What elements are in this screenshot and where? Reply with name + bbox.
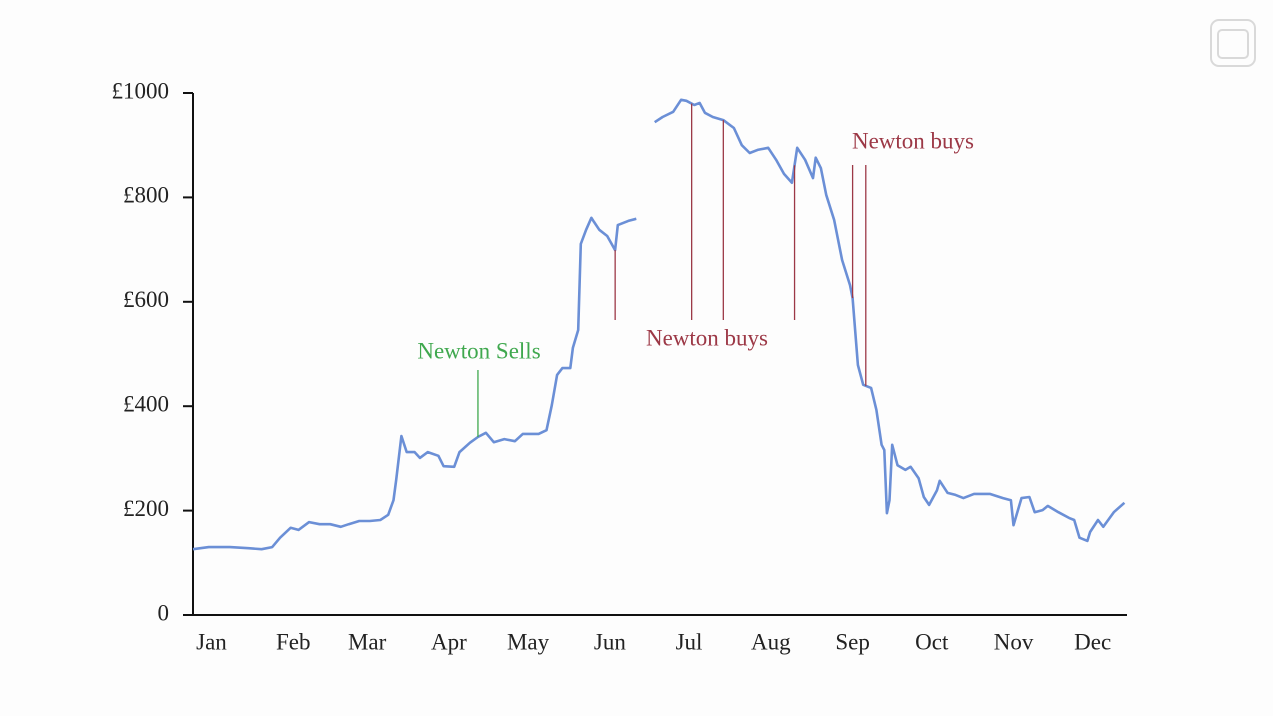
x-tick-label: Jul xyxy=(676,629,703,654)
price-line xyxy=(192,98,1126,551)
annotation-label: Newton Sells xyxy=(417,338,540,363)
x-tick-label: Oct xyxy=(915,629,949,654)
y-tick-label: £800 xyxy=(123,183,169,208)
y-tick-label: £600 xyxy=(123,287,169,312)
logo-frame xyxy=(1210,19,1256,67)
x-tick-label: Sep xyxy=(835,629,870,654)
y-tick-label: £1000 xyxy=(112,78,170,103)
logo-icon xyxy=(1210,19,1256,67)
x-tick-label: May xyxy=(507,629,550,654)
x-tick-label: Dec xyxy=(1074,629,1111,654)
annotation-label: Newton buys xyxy=(852,128,974,153)
logo-inner xyxy=(1217,29,1249,59)
x-tick-label: Mar xyxy=(348,629,387,654)
x-tick-label: Jun xyxy=(594,629,626,654)
annotation-label: Newton buys xyxy=(646,325,768,350)
y-tick-label: £400 xyxy=(123,391,169,416)
x-tick-label: Apr xyxy=(431,629,467,654)
x-tick-label: Jan xyxy=(196,629,227,654)
x-tick-label: Aug xyxy=(751,629,791,654)
x-tick-label: Nov xyxy=(994,629,1034,654)
y-tick-label: 0 xyxy=(158,600,170,625)
y-tick-label: £200 xyxy=(123,496,169,521)
x-tick-label: Feb xyxy=(276,629,311,654)
